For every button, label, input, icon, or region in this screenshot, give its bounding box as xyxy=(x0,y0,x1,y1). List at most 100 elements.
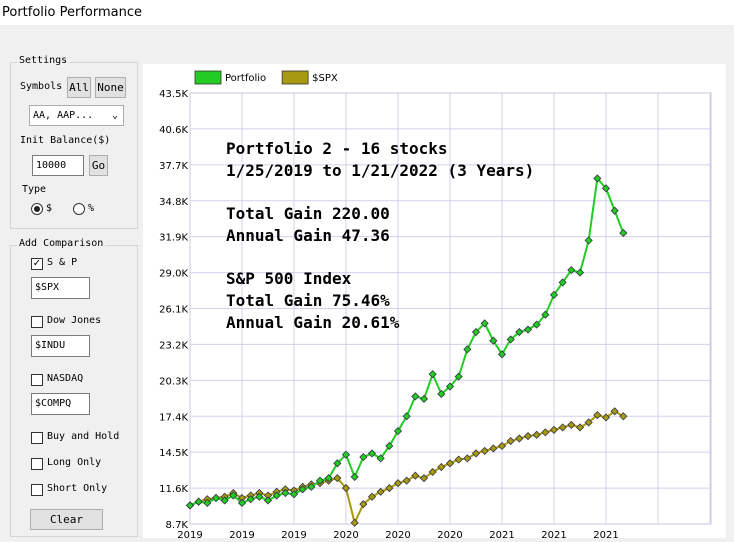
data-point xyxy=(437,389,446,399)
data-point xyxy=(463,345,472,354)
x-tick-label: 2020 xyxy=(437,530,462,541)
radio[interactable] xyxy=(73,203,85,215)
checkbox-label: Buy and Hold xyxy=(47,431,120,442)
data-point xyxy=(385,441,394,451)
symbol-input[interactable]: $SPX xyxy=(31,277,90,299)
none-button[interactable]: None xyxy=(95,77,126,98)
data-point xyxy=(463,454,472,463)
data-point xyxy=(549,290,559,299)
data-point xyxy=(567,266,576,275)
y-tick-label: 40.6K xyxy=(159,125,188,136)
y-tick-label: 29.0K xyxy=(159,269,188,280)
label: Symbols xyxy=(20,81,63,92)
data-point xyxy=(619,412,628,421)
checkbox-label: NASDAQ xyxy=(47,373,84,384)
x-tick-label: 2021 xyxy=(489,530,514,541)
checkbox-label: S & P xyxy=(47,257,78,268)
legend-label: Portfolio xyxy=(225,73,266,84)
x-tick-label: 2019 xyxy=(229,530,254,541)
all-button[interactable]: All xyxy=(67,77,91,98)
chart-panel xyxy=(143,64,726,538)
annotation: Portfolio 2 - 16 stocks xyxy=(226,139,448,158)
data-point xyxy=(428,370,437,379)
go-button[interactable]: Go xyxy=(89,155,108,176)
data-point xyxy=(185,501,195,510)
data-point xyxy=(428,467,437,477)
group-heading: Add Comparison xyxy=(17,238,106,249)
data-point xyxy=(307,482,316,491)
data-point xyxy=(281,488,290,498)
data-point xyxy=(619,228,628,238)
data-point xyxy=(610,206,619,215)
data-point xyxy=(593,410,602,420)
data-point xyxy=(367,449,377,458)
data-point xyxy=(298,485,307,494)
data-point xyxy=(584,236,593,245)
checkbox[interactable] xyxy=(31,316,43,328)
data-point xyxy=(506,436,515,446)
y-tick-label: 14.5K xyxy=(159,448,188,459)
series-line xyxy=(189,410,624,526)
annotation: Annual Gain 47.36 xyxy=(226,226,390,245)
symbols-dropdown[interactable]: AA, AAP... ⌄ xyxy=(29,105,124,126)
annotation: Total Gain 220.00 xyxy=(226,204,390,223)
data-point xyxy=(454,455,463,464)
data-point xyxy=(506,335,515,344)
data-point xyxy=(255,492,264,501)
data-point xyxy=(549,425,559,434)
data-point xyxy=(515,327,524,337)
checkbox[interactable] xyxy=(31,458,43,470)
x-tick-label: 2020 xyxy=(385,530,410,541)
data-point xyxy=(289,490,299,499)
checkbox[interactable] xyxy=(31,484,43,496)
data-point xyxy=(402,412,411,421)
label: Init Balance($) xyxy=(20,135,111,146)
y-tick-label: 8.7K xyxy=(166,520,189,531)
checkbox[interactable] xyxy=(31,374,43,386)
y-tick-label: 37.7K xyxy=(159,161,188,172)
data-point xyxy=(411,392,420,401)
data-point xyxy=(350,472,359,482)
y-tick-label: 31.9K xyxy=(159,233,188,244)
data-point xyxy=(203,498,212,508)
x-tick-label: 2019 xyxy=(177,530,202,541)
checkbox[interactable] xyxy=(31,432,43,444)
radio-checked[interactable] xyxy=(31,203,43,215)
data-point xyxy=(558,278,567,287)
label: Type xyxy=(22,184,47,195)
group-heading: Settings xyxy=(17,55,70,66)
data-point xyxy=(480,446,489,455)
radio-label: $ xyxy=(46,203,53,214)
x-tick-label: 2019 xyxy=(281,530,306,541)
clear-button[interactable]: Clear xyxy=(30,509,103,530)
symbol-input[interactable]: $COMPQ xyxy=(31,393,90,415)
data-point xyxy=(229,491,238,500)
symbol-input[interactable]: $INDU xyxy=(31,335,90,357)
data-point xyxy=(367,492,377,501)
data-point xyxy=(419,394,429,403)
data-point xyxy=(480,319,489,328)
y-tick-label: 34.8K xyxy=(159,197,188,208)
balance-input[interactable]: 10000 xyxy=(32,155,84,176)
data-point xyxy=(419,474,429,483)
data-point xyxy=(437,462,446,472)
data-point xyxy=(584,418,593,427)
data-point xyxy=(333,459,342,468)
data-point xyxy=(558,423,567,432)
data-point xyxy=(567,420,576,429)
data-point xyxy=(393,479,403,488)
y-tick-label: 20.3K xyxy=(159,376,188,387)
data-point xyxy=(532,430,541,439)
data-point xyxy=(359,500,368,509)
data-point xyxy=(194,497,203,506)
data-point xyxy=(523,432,533,441)
legend-label: $SPX xyxy=(312,73,338,84)
data-point xyxy=(324,474,333,483)
data-point xyxy=(402,476,411,485)
checkbox[interactable]: ✓ xyxy=(31,258,43,270)
data-point xyxy=(341,484,351,493)
data-point xyxy=(575,268,585,277)
annotation: Total Gain 75.46% xyxy=(226,291,390,310)
